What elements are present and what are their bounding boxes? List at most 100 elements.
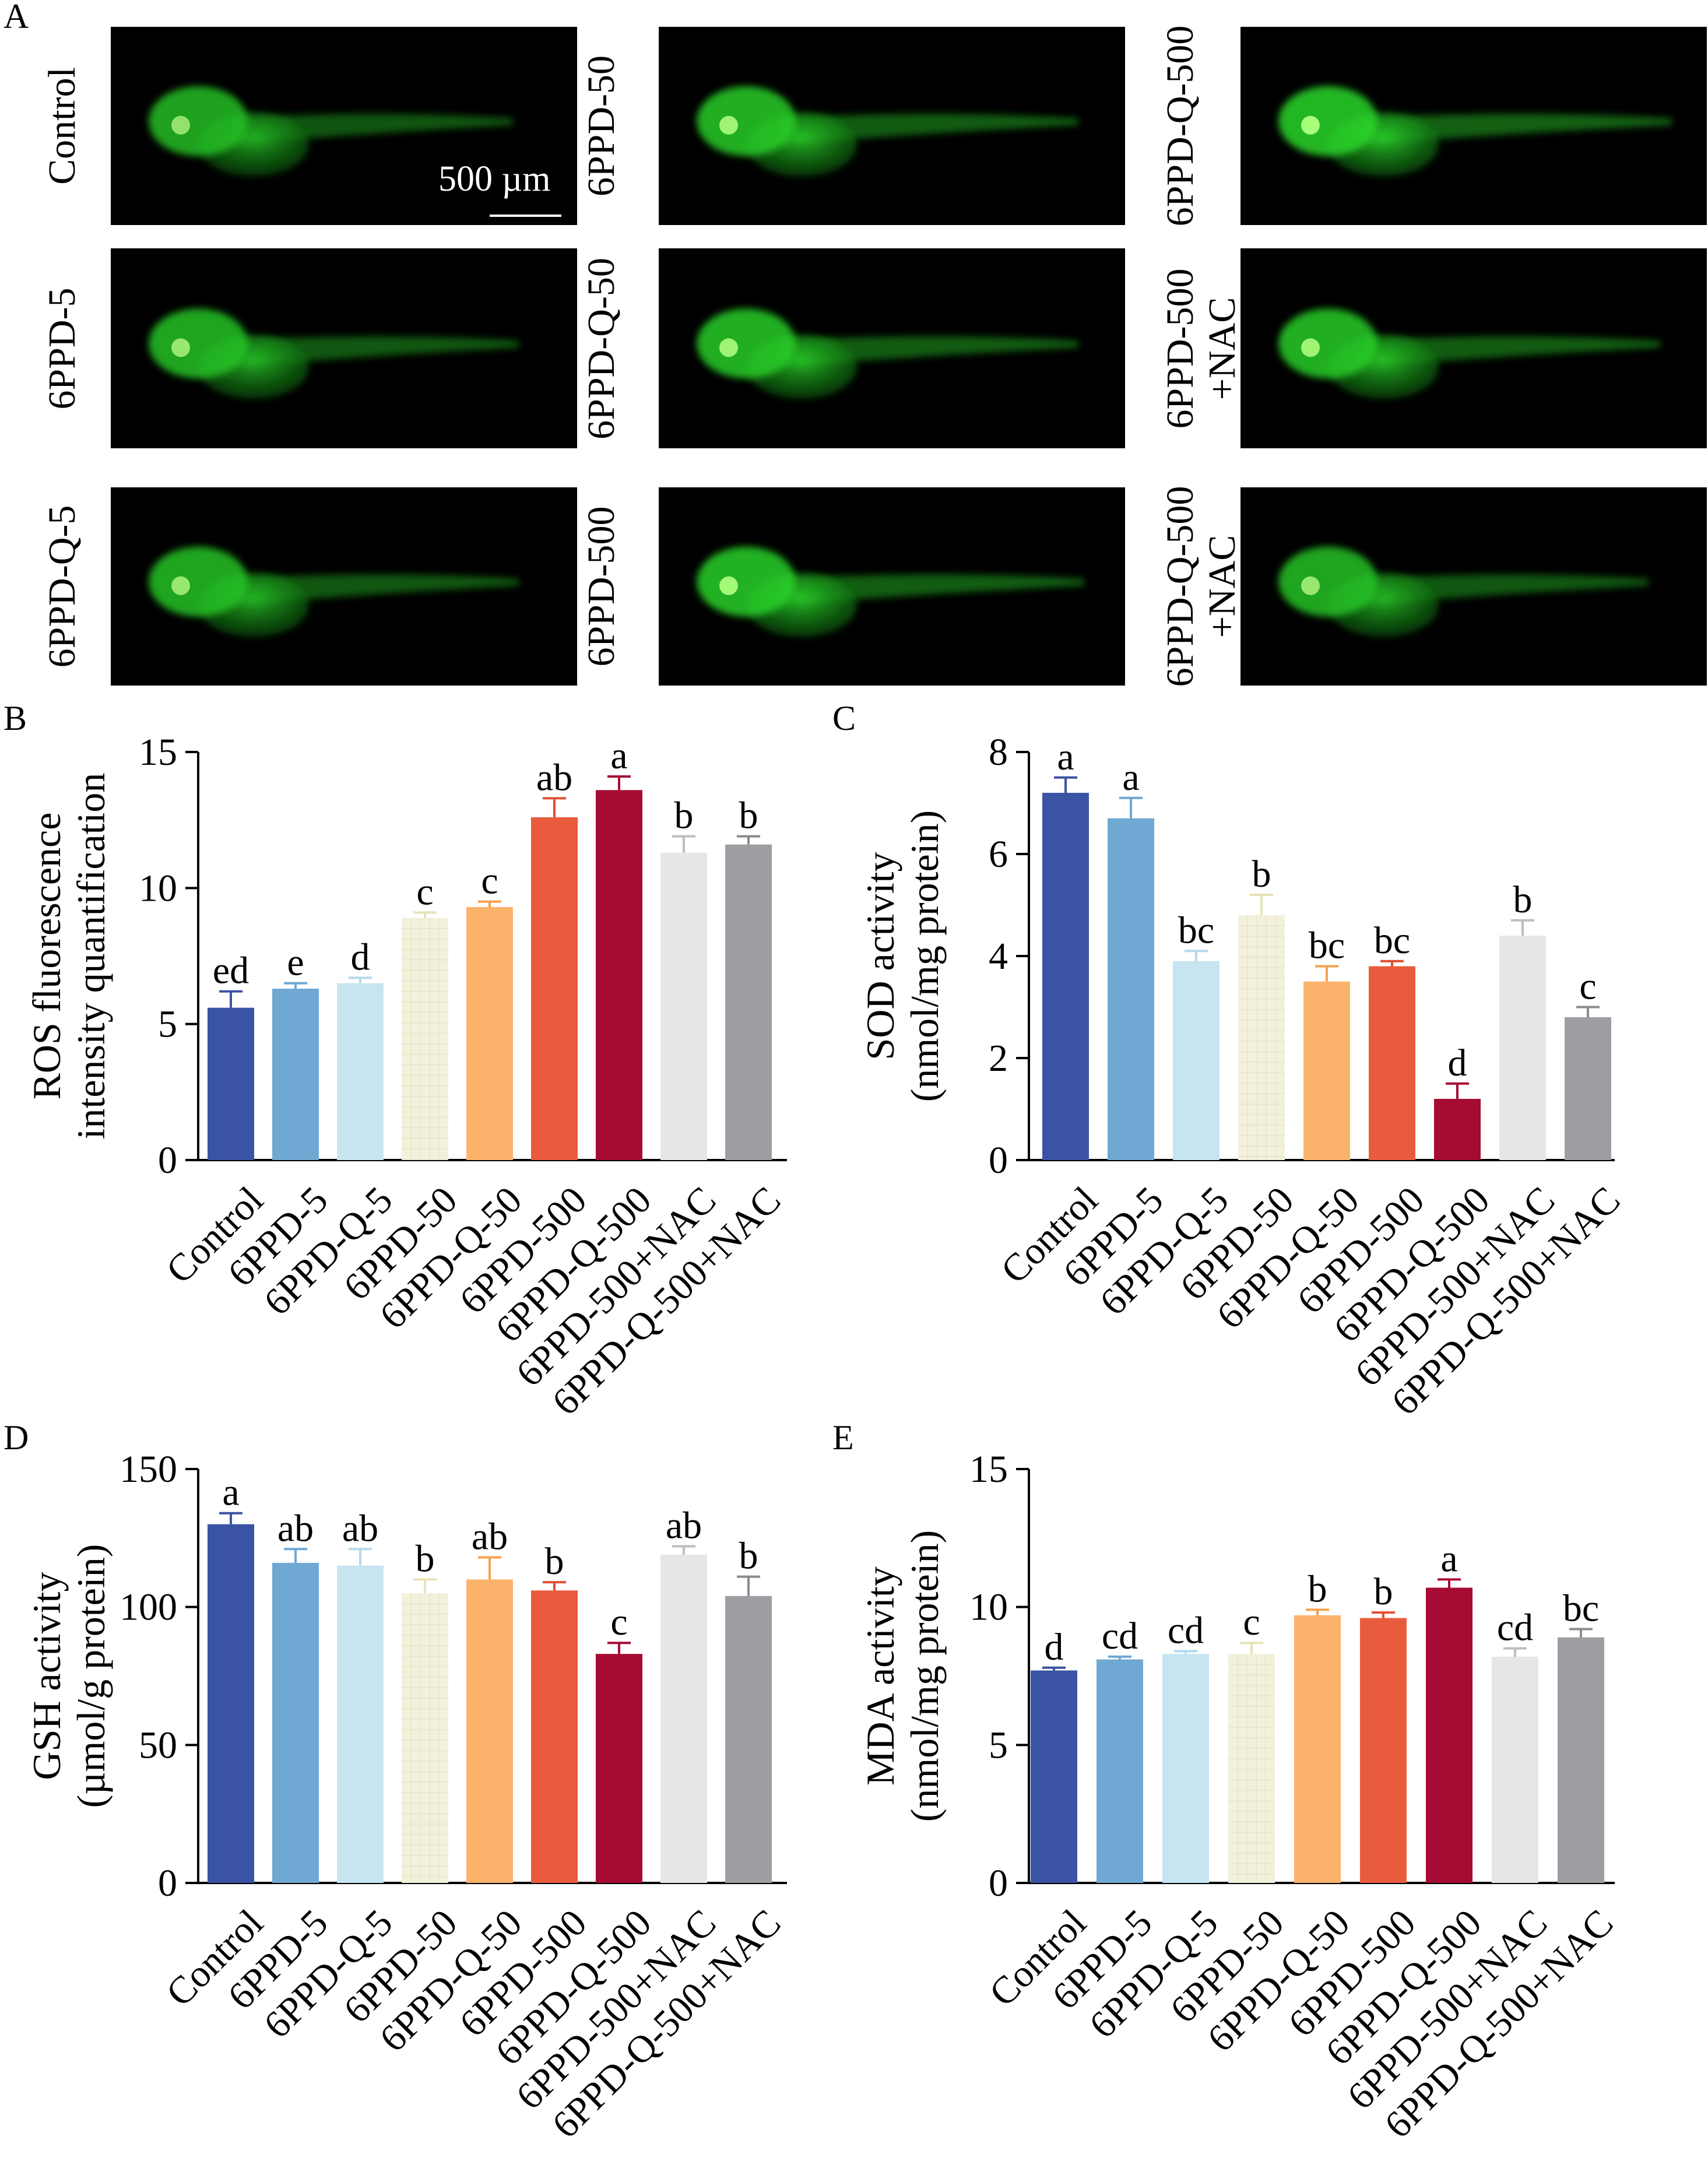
significance-letter: bc	[1374, 919, 1410, 962]
y-tick-label: 2	[989, 1037, 1008, 1080]
significance-letter: cd	[1168, 1609, 1204, 1652]
bar	[1031, 1670, 1077, 1883]
bar	[1558, 1637, 1604, 1883]
y-tick-label: 15	[969, 1448, 1008, 1491]
bar	[402, 918, 448, 1160]
significance-letter: ab	[342, 1507, 378, 1549]
y-tick-label: 5	[158, 1003, 177, 1046]
panel-letter-d: D	[3, 1418, 29, 1457]
bar	[531, 817, 578, 1160]
bar	[1360, 1618, 1407, 1883]
y-axis-label: SOD activity	[858, 852, 902, 1060]
significance-letter: b	[674, 795, 694, 837]
y-axis-label: GSH activity	[24, 1572, 69, 1780]
y-axis-label: ROS fluorescence	[24, 813, 69, 1100]
larva-fluorescence	[697, 86, 1078, 177]
larva-fluorescence	[1278, 86, 1672, 177]
significance-letter: b	[1374, 1570, 1393, 1613]
significance-letter: a	[610, 735, 627, 777]
bar	[531, 1590, 578, 1883]
fluorescence-image-4	[659, 27, 1125, 225]
significance-letter: b	[1513, 879, 1533, 921]
bar	[1108, 818, 1154, 1160]
significance-letter: bc	[1563, 1587, 1599, 1630]
significance-letter: b	[739, 795, 758, 837]
significance-letter: c	[610, 1601, 627, 1643]
significance-letter: c	[481, 860, 498, 902]
y-tick-label: 8	[989, 731, 1008, 774]
bar	[1162, 1654, 1209, 1883]
larva-fluorescence	[149, 308, 519, 399]
significance-letter: b	[545, 1540, 564, 1583]
bar	[1303, 981, 1350, 1160]
significance-letter: ab	[536, 756, 572, 799]
bar	[1565, 1017, 1611, 1160]
significance-letter: b	[1308, 1568, 1327, 1610]
bar	[272, 989, 319, 1160]
y-tick-label: 100	[120, 1586, 177, 1629]
significance-letter: c	[416, 870, 433, 913]
significance-letter: cd	[1497, 1607, 1533, 1649]
significance-letter: a	[222, 1471, 239, 1514]
significance-letter: a	[1440, 1537, 1457, 1580]
bar	[1228, 1654, 1275, 1883]
significance-letter: ab	[472, 1515, 508, 1558]
bar	[208, 1524, 254, 1883]
significance-letter: b	[739, 1535, 758, 1577]
y-axis-label: intensity quantification	[69, 773, 113, 1140]
bar	[466, 1579, 513, 1883]
significance-letter: ed	[213, 950, 249, 992]
y-axis-label: (nmol/mg protein)	[902, 1530, 947, 1822]
scale-bar	[490, 215, 561, 217]
larva-fluorescence	[697, 546, 1084, 637]
panel-letter-c: C	[832, 699, 856, 737]
bar	[596, 1654, 642, 1883]
y-axis-label: (nmol/mg protein)	[902, 810, 947, 1102]
fluorescence-image-3	[111, 487, 577, 686]
y-tick-label: 5	[989, 1724, 1008, 1766]
scale-bar-label: 500 µm	[438, 159, 551, 199]
significance-letter: e	[287, 941, 304, 984]
y-tick-label: 4	[989, 935, 1008, 978]
bar	[1294, 1615, 1341, 1883]
larva-fluorescence	[149, 86, 513, 177]
y-axis-label: MDA activity	[858, 1566, 902, 1786]
bar	[596, 790, 642, 1160]
bar	[1097, 1659, 1143, 1883]
y-tick-label: 15	[139, 731, 177, 774]
significance-letter: a	[1122, 756, 1139, 799]
y-tick-label: 0	[989, 1862, 1008, 1905]
bar	[337, 983, 384, 1160]
y-tick-label: 10	[969, 1586, 1008, 1629]
significance-letter: d	[1045, 1626, 1064, 1668]
bar	[1499, 936, 1546, 1160]
y-tick-label: 0	[989, 1139, 1008, 1182]
panel-letter-e: E	[832, 1418, 854, 1457]
significance-letter: c	[1579, 965, 1596, 1008]
significance-letter: b	[416, 1537, 435, 1580]
y-tick-label: 150	[120, 1448, 177, 1491]
y-tick-label: 50	[139, 1724, 177, 1766]
bar	[1426, 1587, 1472, 1883]
significance-letter: ab	[277, 1507, 314, 1549]
significance-letter: bc	[1309, 925, 1345, 967]
bar	[208, 1007, 254, 1160]
larva-fluorescence	[149, 546, 519, 637]
bar	[725, 1596, 772, 1883]
fluorescence-image-8	[1240, 248, 1707, 448]
chart-b: 0 5 10 15 ROS fluorescence intensity quantifi…	[24, 731, 789, 1424]
bar	[1434, 1099, 1481, 1160]
y-tick-label: 10	[139, 867, 177, 909]
bar	[337, 1565, 384, 1883]
larva-fluorescence	[1278, 308, 1660, 399]
bar	[1238, 915, 1285, 1160]
panel-letter-a: A	[3, 0, 29, 36]
panel-letter-b: B	[3, 699, 27, 737]
bar	[725, 844, 772, 1160]
significance-letter: bc	[1178, 909, 1214, 951]
bar	[660, 852, 707, 1160]
